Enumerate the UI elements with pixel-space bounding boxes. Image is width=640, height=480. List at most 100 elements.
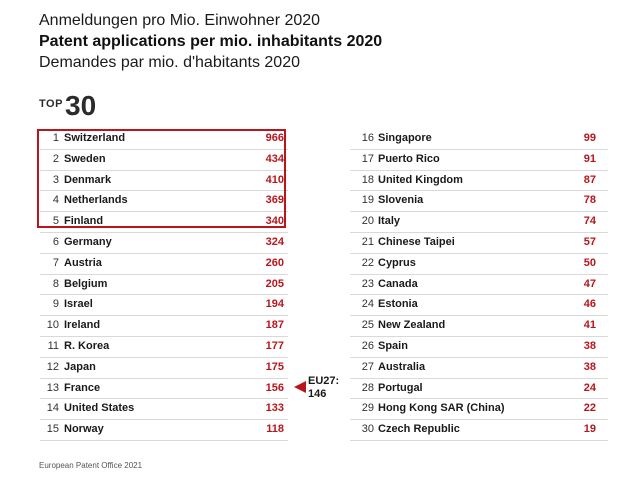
- table-row: 9 Israel 194: [40, 295, 288, 317]
- title-french: Demandes par mio. d'habitants 2020: [39, 54, 300, 71]
- table-row: 2 Sweden 434: [40, 150, 288, 171]
- ranking-column-right: 16 Singapore 99 17 Puerto Rico 91 18 United Kin…: [350, 129, 608, 441]
- row-rank: 2: [52, 152, 59, 165]
- row-value: 74: [583, 215, 596, 228]
- row-rank: 3: [52, 173, 59, 186]
- table-row: 19 Slovenia 78: [350, 191, 608, 213]
- row-rank: 28: [361, 381, 374, 394]
- row-value: 22: [583, 402, 596, 415]
- table-row: 11 R. Korea 177: [40, 337, 288, 358]
- row-country: Germany: [64, 235, 112, 248]
- row-country: Puerto Rico: [378, 152, 440, 165]
- row-country: France: [64, 381, 101, 394]
- row-rank: 16: [361, 132, 374, 144]
- row-value: 47: [583, 277, 596, 290]
- table-row: 12 Japan 175: [40, 358, 288, 379]
- row-value: 175: [265, 360, 284, 373]
- table-row: 10 Ireland 187: [40, 316, 288, 337]
- row-country: New Zealand: [378, 319, 446, 332]
- row-value: 410: [265, 173, 284, 186]
- table-row: 24 Estonia 46: [350, 295, 608, 317]
- row-value: 38: [583, 360, 596, 373]
- row-country: Chinese Taipei: [378, 235, 455, 248]
- row-value: 177: [265, 339, 284, 352]
- row-rank: 13: [46, 381, 59, 394]
- row-country: Singapore: [378, 132, 432, 144]
- table-row: 17 Puerto Rico 91: [350, 150, 608, 171]
- row-country: Hong Kong SAR (China): [378, 402, 505, 415]
- table-row: 16 Singapore 99: [350, 129, 608, 150]
- row-rank: 14: [46, 402, 59, 415]
- title-english: Patent applications per mio. inhabitants…: [39, 33, 383, 50]
- row-rank: 11: [47, 339, 59, 352]
- row-country: Israel: [64, 298, 93, 311]
- table-row: 21 Chinese Taipei 57: [350, 233, 608, 254]
- row-value: 118: [266, 423, 284, 436]
- table-row: 30 Czech Republic 19: [350, 420, 608, 441]
- row-rank: 10: [46, 319, 59, 332]
- row-value: 205: [265, 277, 284, 290]
- row-rank: 19: [361, 194, 374, 207]
- row-rank: 8: [52, 277, 59, 290]
- row-country: Switzerland: [64, 132, 126, 144]
- table-row: 28 Portugal 24: [350, 379, 608, 400]
- row-value: 99: [583, 132, 596, 144]
- row-rank: 29: [361, 402, 374, 415]
- row-country: R. Korea: [64, 339, 110, 352]
- row-rank: 23: [361, 277, 374, 290]
- row-value: 38: [583, 339, 596, 352]
- table-row: 14 United States 133: [40, 399, 288, 421]
- table-row: 7 Austria 260: [40, 254, 288, 275]
- row-rank: 30: [361, 423, 374, 436]
- row-rank: 6: [52, 235, 59, 248]
- row-value: 324: [265, 235, 284, 248]
- row-country: Japan: [64, 360, 96, 373]
- eu27-label-line2: 146: [308, 388, 327, 400]
- row-rank: 20: [361, 215, 374, 228]
- row-rank: 17: [361, 152, 374, 165]
- table-row: 5 Finland 340: [40, 212, 288, 233]
- row-rank: 1: [52, 132, 59, 144]
- table-row: 3 Denmark 410: [40, 171, 288, 192]
- row-value: 57: [583, 235, 596, 248]
- eu27-label-line1: EU27:: [308, 375, 340, 387]
- row-value: 46: [583, 298, 596, 311]
- row-value: 87: [583, 173, 596, 186]
- row-country: United States: [64, 402, 135, 415]
- row-country: Canada: [378, 277, 418, 290]
- row-value: 369: [265, 194, 284, 207]
- row-country: Sweden: [64, 152, 106, 165]
- row-rank: 9: [52, 298, 59, 311]
- row-value: 133: [265, 402, 284, 415]
- row-country: Belgium: [64, 277, 108, 290]
- row-country: Czech Republic: [378, 423, 460, 436]
- row-country: Estonia: [378, 298, 418, 311]
- table-row: 29 Hong Kong SAR (China) 22: [350, 399, 608, 421]
- row-value: 91: [583, 152, 596, 165]
- row-country: Ireland: [64, 319, 101, 332]
- table-row: 15 Norway 118: [40, 420, 288, 441]
- row-value: 260: [265, 256, 284, 269]
- row-value: 340: [265, 215, 284, 228]
- row-rank: 21: [361, 235, 374, 248]
- row-value: 194: [265, 298, 284, 311]
- row-country: Finland: [64, 215, 104, 228]
- row-country: United Kingdom: [378, 173, 463, 186]
- row-country: Portugal: [378, 381, 423, 394]
- eu27-label: EU27: 146: [308, 375, 339, 401]
- row-value: 50: [583, 256, 596, 269]
- row-country: Australia: [378, 360, 426, 373]
- table-row: 23 Canada 47: [350, 275, 608, 296]
- title-german: Anmeldungen pro Mio. Einwohner 2020: [39, 12, 321, 29]
- row-country: Denmark: [64, 173, 112, 186]
- row-country: Slovenia: [378, 194, 424, 207]
- top30-big-number: 30: [65, 90, 97, 121]
- row-country: Cyprus: [378, 256, 416, 269]
- row-rank: 24: [361, 298, 374, 311]
- title-block: Anmeldungen pro Mio. Einwohner 2020 Pate…: [39, 10, 382, 73]
- row-country: Spain: [378, 339, 408, 352]
- table-row: 22 Cyprus 50: [350, 254, 608, 275]
- table-row: 27 Australia 38: [350, 358, 608, 379]
- table-row: 4 Netherlands 369: [40, 191, 288, 213]
- table-row: 18 United Kingdom 87: [350, 171, 608, 192]
